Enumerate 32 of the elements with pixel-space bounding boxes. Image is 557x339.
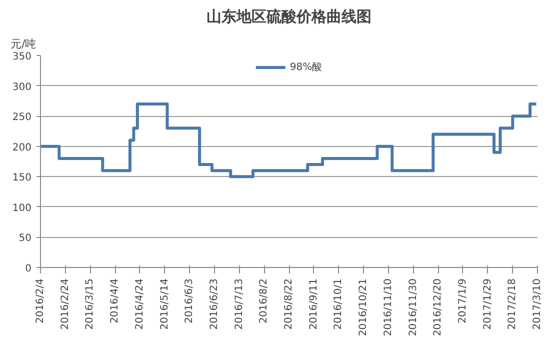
x-tick-label: 2016/11/30 [408,278,419,336]
x-tick-label: 2016/11/10 [382,278,394,336]
x-tick-label: 2016/12/20 [432,278,444,336]
y-axis-title: 元/吨 [10,38,36,50]
y-tick-label: 150 [12,172,32,184]
chart-title: 山东地区硫酸价格曲线图 [206,8,372,26]
y-tick-label: 350 [12,52,32,62]
x-tick-label: 2016/5/14 [159,278,170,330]
x-tick-label: 2016/3/15 [84,278,96,330]
x-tick-label: 2016/2/24 [60,278,71,330]
x-tick-label: 2016/9/11 [308,278,320,330]
y-tick-label: 100 [12,202,32,214]
x-tick-label: 2017/3/10 [532,278,543,330]
y-tick-label: 300 [12,82,32,93]
x-tick-label: 2016/4/4 [110,278,121,324]
x-tick-label: 2017/2/18 [507,278,518,330]
x-tick-label: 2016/6/3 [184,278,196,324]
legend-label: 98%酸 [290,61,322,74]
x-tick-label: 2016/8/2 [258,278,270,324]
x-tick-label: 2016/6/23 [208,278,220,330]
y-tick-label: 0 [25,264,32,274]
x-tick-label: 2016/4/24 [134,278,146,330]
y-tick-label: 200 [12,142,32,154]
x-tick-label: 2016/2/4 [35,278,46,324]
y-tick-label: 50 [18,233,32,244]
x-tick-label: 2016/8/22 [284,278,294,330]
x-tick-label: 2017/1/29 [482,278,494,330]
x-tick-label: 2016/7/13 [234,278,245,330]
y-tick-label: 250 [12,112,32,124]
x-tick-label: 2016/10/21 [358,278,370,336]
x-tick-label: 2016/10/1 [333,278,344,330]
x-tick-label: 2017/1/9 [457,278,468,324]
